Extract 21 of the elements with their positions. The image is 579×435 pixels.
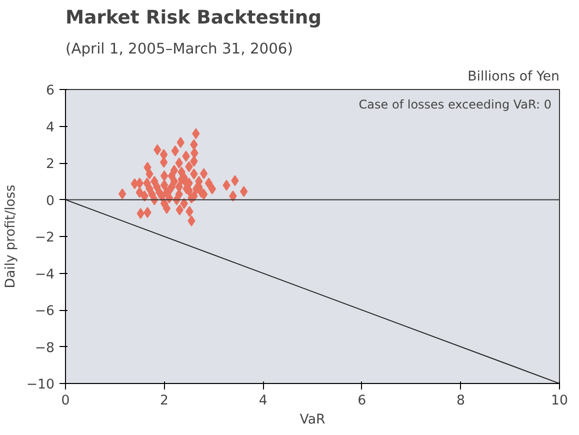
y-tick-label: −2: [34, 230, 55, 246]
annotation: Case of losses exceeding VaR: 0: [358, 98, 552, 112]
y-tick-label: −8: [34, 340, 55, 356]
y-tick-label: 2: [46, 157, 55, 172]
x-tick-label: 6: [358, 394, 366, 408]
x-tick-label: 4: [258, 394, 268, 408]
y-tick-label: 6: [46, 84, 55, 98]
chart-subtitle: (April 1, 2005–March 31, 2006): [66, 40, 293, 58]
text: Billions of Yen: [468, 70, 560, 84]
x-tick-label: 8: [456, 394, 465, 408]
chart-title: Market Risk Backtesting: [66, 8, 322, 28]
x-axis-title: VaR: [300, 412, 326, 428]
y-axis-title: Daily profit/loss: [3, 184, 18, 288]
y-tick-label: 0: [46, 194, 55, 209]
y-tick-label: −6: [34, 304, 55, 319]
x-tick-label: 10: [551, 394, 568, 408]
y-tick-label: 4: [46, 120, 55, 136]
y-tick-label: −4: [34, 267, 55, 282]
x-tick-label: 0: [61, 394, 70, 408]
x-tick-label: 2: [160, 394, 169, 408]
y-tick-label: −10: [26, 378, 55, 392]
